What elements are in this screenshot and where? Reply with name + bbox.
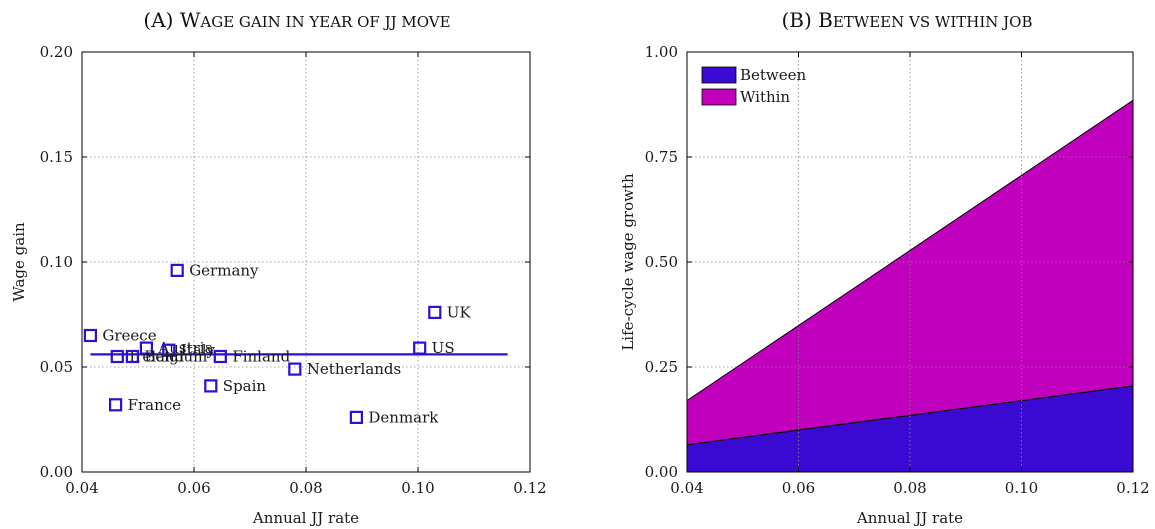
panel-b-legend-label: Within — [740, 88, 790, 106]
panel-a-point-marker — [108, 398, 123, 412]
panel-b-legend-label: Between — [740, 66, 807, 84]
panel-b-title-prefix: (B) B — [782, 8, 833, 32]
panel-b-title: (B) BETWEEN VS WITHIN JOB — [782, 8, 1033, 32]
panel-a-y-tick-label: 0.20 — [40, 43, 73, 61]
panel-a-y-tick-label: 0.00 — [40, 463, 73, 481]
panel-a-title-prefix: (A) W — [143, 8, 200, 32]
panel-b-x-tick-label: 0.10 — [1005, 479, 1038, 497]
panel-a-point-label: Greece — [102, 327, 156, 345]
panel-a-point-marker — [139, 341, 153, 355]
panel-a-point-label: Netherlands — [307, 360, 401, 378]
panel-a-point-marker — [204, 379, 218, 393]
panel-a-grid — [82, 52, 530, 472]
panel-b-legend-swatch — [701, 66, 737, 84]
panel-a-point-marker — [288, 362, 302, 376]
panel-b-x-tick-label: 0.08 — [893, 479, 926, 497]
panel-a-points: Germany UK Greece US AustriaItalyIrelandBelg… — [83, 261, 472, 426]
panel-b-y-tick-label: 1.00 — [645, 43, 678, 61]
panel-a-point-marker — [83, 328, 98, 343]
panel-a-x-tick-label: 0.04 — [65, 479, 98, 497]
panel-b-legend-swatch — [701, 88, 737, 106]
panel-b-y-axis-label: Life-cycle wage growth — [619, 173, 637, 351]
panel-a-point-marker — [413, 341, 427, 355]
panel-a-point-label: UK — [447, 303, 472, 321]
panel-a-point-label: Finland — [232, 348, 290, 366]
panel-b-x-tick-label: 0.12 — [1116, 479, 1149, 497]
panel-b-y-tick-label: 0.50 — [645, 253, 678, 271]
panel-a-scatter: (A) WAGE GAIN IN YEAR OF JJ MOVE Germany… — [10, 8, 547, 527]
panel-a-point-marker — [428, 305, 442, 319]
panel-a-point-label: Germany — [189, 261, 259, 279]
panel-a-point-label: France — [128, 396, 182, 414]
panel-b-ticks: 0.04 0.06 0.08 0.10 0.12 0.00 0.25 0.50 0.75 1.00 — [645, 43, 1150, 497]
panel-a-y-tick-label: 0.10 — [40, 253, 73, 271]
panel-b-y-tick-label: 0.00 — [645, 463, 678, 481]
panel-a-ticks: 0.04 0.06 0.08 0.10 0.12 0.00 0.05 0.10 0.15 0.20 — [40, 43, 547, 497]
panel-b-x-axis-label: Annual JJ rate — [856, 509, 963, 527]
panel-a-point-label: Spain — [223, 377, 267, 395]
panel-a-point-marker — [213, 349, 227, 364]
panel-a-point-label: Austria — [157, 339, 213, 357]
panel-a-y-tick-label: 0.05 — [40, 358, 73, 376]
panel-a-point-marker — [125, 349, 140, 364]
panel-a-point-label: Belgium — [144, 348, 207, 366]
panel-a-point-label: Denmark — [368, 408, 439, 426]
panel-a-point-marker — [170, 263, 184, 277]
panel-a-x-tick-label: 0.08 — [289, 479, 322, 497]
panel-a-x-tick-label: 0.06 — [177, 479, 210, 497]
panel-a-point-label: US — [432, 339, 455, 357]
panel-a-x-tick-label: 0.10 — [401, 479, 434, 497]
panel-a-point-marker — [162, 343, 176, 357]
panel-a-point-label: Ireland — [129, 348, 184, 366]
panel-a-title: (A) WAGE GAIN IN YEAR OF JJ MOVE — [143, 8, 450, 32]
panel-b-x-tick-label: 0.06 — [782, 479, 815, 497]
panel-b-y-tick-label: 0.75 — [645, 148, 678, 166]
panel-b-x-tick-label: 0.04 — [670, 479, 703, 497]
panel-a-x-axis-label: Annual JJ rate — [252, 509, 359, 527]
panel-a-point-marker — [110, 349, 124, 364]
panel-a-y-tick-label: 0.15 — [40, 148, 73, 166]
panel-b-y-tick-label: 0.25 — [645, 358, 678, 376]
panel-b-area: (B) BETWEEN VS WITHIN JOB 0.04 0.06 0.08 0.… — [619, 8, 1150, 527]
panel-a-point-label: Italy — [181, 341, 216, 359]
panel-a-x-tick-label: 0.12 — [513, 479, 546, 497]
panel-a-point-marker — [349, 410, 363, 424]
panel-b-title-rest: ETWEEN VS WITHIN JOB — [833, 13, 1033, 31]
panel-a-title-rest: AGE GAIN IN YEAR OF JJ MOVE — [199, 13, 450, 31]
panel-a-y-axis-label: Wage gain — [10, 222, 28, 302]
panel-b-legend: Between Within — [701, 66, 807, 106]
